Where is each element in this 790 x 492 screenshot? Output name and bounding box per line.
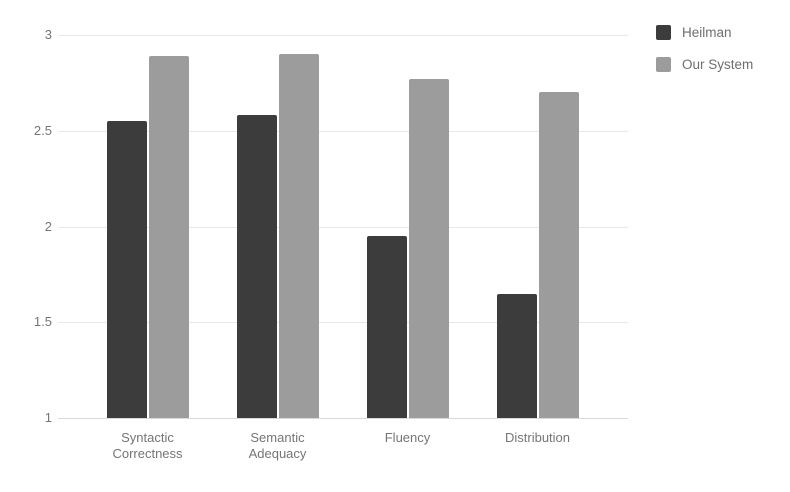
- gridline-y-1: [58, 418, 628, 419]
- legend-label: Our System: [682, 57, 754, 72]
- gridline-y-2: [58, 226, 628, 228]
- gridline-y-3: [58, 35, 628, 36]
- x-tick-label-fluency: Fluency: [384, 430, 431, 445]
- bar-our-system-fluency[interactable]: [408, 79, 449, 418]
- bar-heilman-fluency[interactable]: [366, 236, 407, 418]
- legend-swatch-heilman: [656, 25, 671, 40]
- bar-heilman-distribution[interactable]: [496, 293, 537, 418]
- legend: Heilman Our System: [656, 25, 753, 89]
- bar-heilman-syntactic-correctness[interactable]: [106, 121, 147, 418]
- x-tick-label-semantic-adequacy: Semantic Adequacy: [248, 430, 307, 461]
- x-tick-label-syntactic-correctness: Syntactic Correctness: [112, 430, 183, 461]
- bar-our-system-syntactic-correctness[interactable]: [148, 56, 189, 418]
- legend-item-our-system: Our System: [656, 57, 753, 72]
- y-tick-label-2: 2: [44, 218, 52, 234]
- bar-our-system-distribution[interactable]: [538, 92, 579, 418]
- legend-label: Heilman: [682, 25, 732, 40]
- bar-heilman-semantic-adequacy[interactable]: [236, 115, 277, 418]
- legend-item-heilman: Heilman: [656, 25, 753, 40]
- y-tick-label-3: 3: [44, 27, 52, 42]
- legend-swatch-our-system: [656, 57, 671, 72]
- x-tick-label-distribution: Distribution: [504, 430, 571, 445]
- gridline-y-1.5: [58, 322, 628, 324]
- y-tick-label-2.5: 2.5: [33, 122, 52, 138]
- bar-our-system-semantic-adequacy[interactable]: [278, 54, 319, 418]
- gridline-y-2.5: [58, 130, 628, 132]
- y-tick-label-1.5: 1.5: [33, 314, 52, 330]
- y-tick-label-1: 1: [44, 410, 52, 425]
